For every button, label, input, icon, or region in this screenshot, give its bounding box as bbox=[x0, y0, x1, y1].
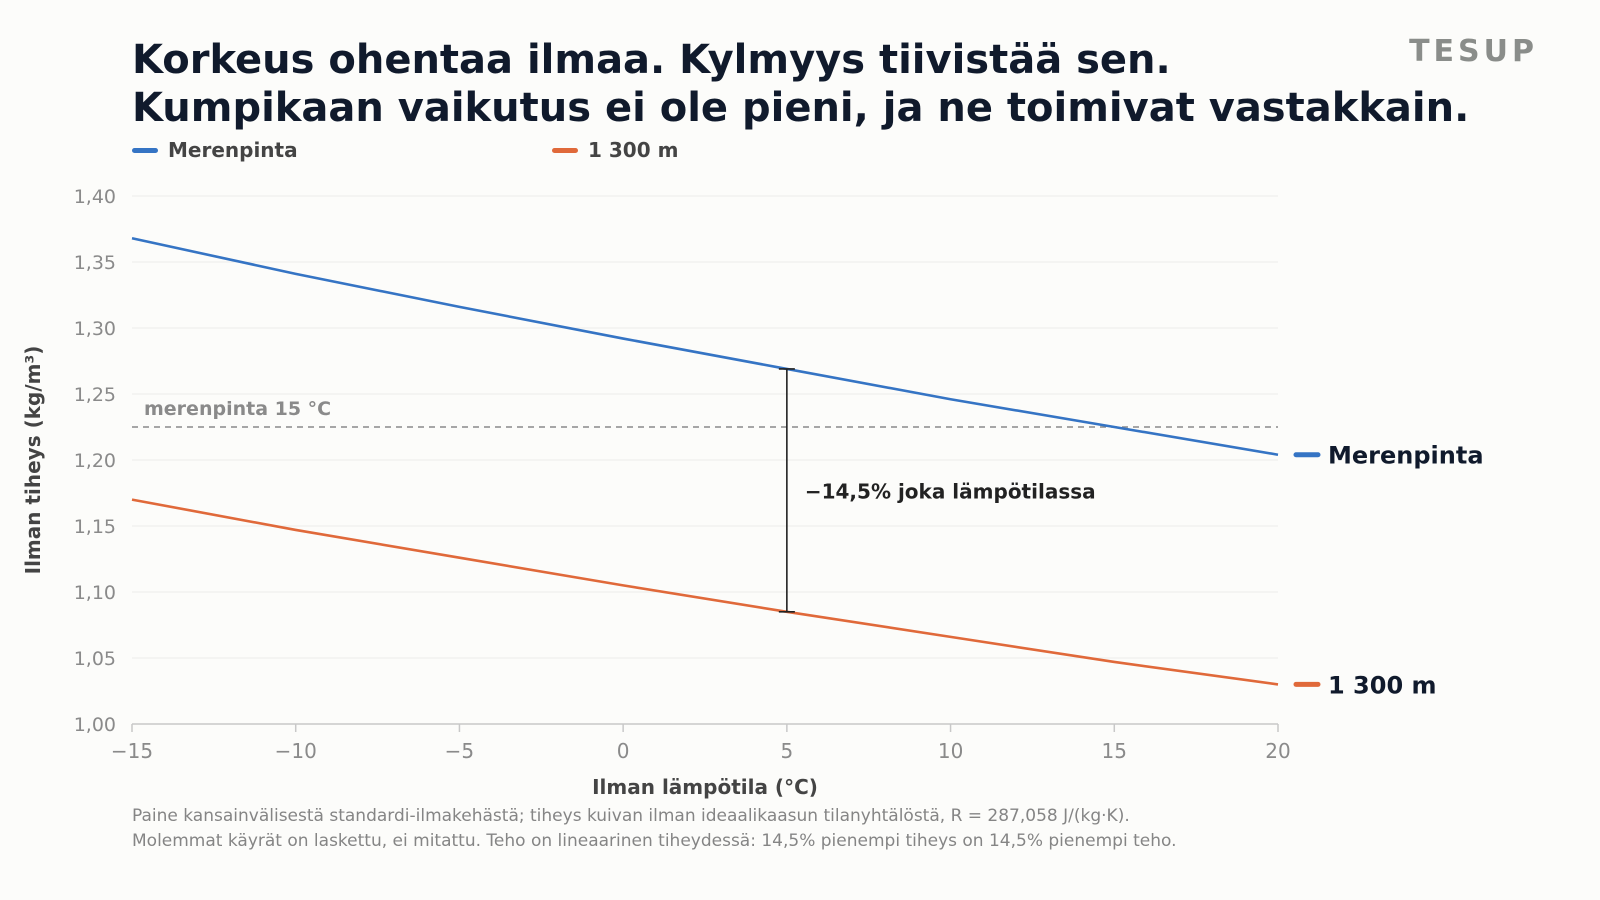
legend-label-merenpinta: Merenpinta bbox=[168, 138, 298, 162]
y-tick-label: 1,40 bbox=[74, 186, 116, 208]
legend-item-1300m: 1 300 m bbox=[552, 138, 678, 162]
y-tick-label: 1,25 bbox=[74, 384, 116, 406]
end-label-0: Merenpinta bbox=[1328, 442, 1484, 470]
x-tick-label: 10 bbox=[938, 739, 963, 763]
footnote-line-1: Paine kansainvälisestä standardi-ilmakeh… bbox=[132, 806, 1130, 826]
annotation-label: −14,5% joka lämpötilassa bbox=[805, 479, 1096, 503]
legend-swatch-merenpinta bbox=[132, 147, 158, 153]
y-axis: 1,00 1,05 1,10 1,15 1,20 1,25 1,30 1,35 1,40 bbox=[74, 186, 116, 736]
x-axis-label: Ilman lämpötila (°C) bbox=[592, 775, 818, 799]
reference-line-group: merenpinta 15 °C bbox=[132, 398, 1278, 428]
footnote-line-2: Molemmat käyrät on laskettu, ei mitattu.… bbox=[132, 831, 1177, 851]
y-tick-label: 1,10 bbox=[74, 582, 116, 604]
legend-item-merenpinta: Merenpinta bbox=[132, 138, 298, 162]
end-label-1: 1 300 m bbox=[1328, 671, 1437, 699]
series-line-1 bbox=[131, 498, 1279, 686]
x-tick-label: 20 bbox=[1265, 739, 1290, 763]
y-tick-label: 1,20 bbox=[74, 450, 116, 472]
x-tick-label: 15 bbox=[1102, 739, 1127, 763]
x-axis: −15 −10 −5 0 5 10 15 20 bbox=[111, 723, 1291, 763]
x-tick-label: −10 bbox=[275, 739, 317, 763]
x-tick-label: 0 bbox=[617, 739, 630, 763]
y-tick-label: 1,05 bbox=[74, 648, 116, 670]
end-labels: Merenpinta 1 300 m bbox=[1293, 442, 1484, 699]
footnote: Paine kansainvälisestä standardi-ilmakeh… bbox=[132, 804, 1176, 854]
x-tick-label: −5 bbox=[445, 739, 474, 763]
legend: Merenpinta 1 300 m bbox=[132, 138, 832, 164]
brand-logo: TESUP bbox=[1409, 34, 1538, 69]
series-group bbox=[131, 236, 1279, 686]
x-tick-label: −15 bbox=[111, 739, 153, 763]
chart-title-line-2: Kumpikaan vaikutus ei ole pieni, ja ne t… bbox=[132, 85, 1470, 131]
annotation-group: −14,5% joka lämpötilassa bbox=[778, 368, 1096, 613]
chart-title: Korkeus ohentaa ilmaa. Kylmyys tiivistää… bbox=[132, 36, 1469, 132]
legend-swatch-1300m bbox=[552, 147, 578, 153]
legend-label-1300m: 1 300 m bbox=[588, 138, 679, 162]
x-tick-label: 5 bbox=[780, 739, 793, 763]
y-tick-label: 1,35 bbox=[74, 252, 116, 274]
y-tick-label: 1,00 bbox=[74, 714, 116, 736]
chart-title-line-1: Korkeus ohentaa ilmaa. Kylmyys tiivistää… bbox=[132, 37, 1171, 83]
y-axis-label: Ilman tiheys (kg/m³) bbox=[21, 346, 45, 575]
reference-line-label: merenpinta 15 °C bbox=[144, 398, 331, 420]
y-tick-label: 1,30 bbox=[74, 318, 116, 340]
y-tick-label: 1,15 bbox=[74, 516, 116, 538]
series-line-0 bbox=[131, 236, 1279, 457]
